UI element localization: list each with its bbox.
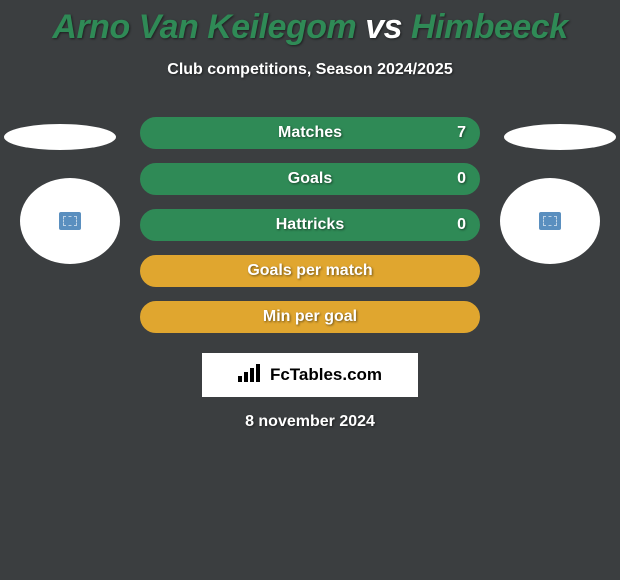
stat-mpg-label: Min per goal	[263, 308, 357, 326]
player1-badge-icon	[59, 212, 81, 230]
stat-row-hattricks: Hattricks 0	[140, 209, 480, 241]
decor-ellipse-right	[504, 124, 616, 150]
vs-text: vs	[365, 8, 402, 46]
player1-name: Arno Van Keilegom	[52, 8, 356, 46]
stat-row-gpm: Goals per match	[140, 255, 480, 287]
stat-row-goals: Goals 0	[140, 163, 480, 195]
subtitle: Club competitions, Season 2024/2025	[0, 61, 620, 79]
player1-badge	[20, 178, 120, 264]
stat-matches-label: Matches	[278, 124, 342, 142]
stat-hattricks-right: 0	[457, 216, 466, 234]
date-text: 8 november 2024	[0, 413, 620, 431]
stats-rows: Matches 7 Goals 0 Hattricks 0 Goals per …	[140, 117, 480, 333]
comparison-title: Arno Van Keilegom vs Himbeeck	[0, 0, 620, 47]
stat-row-mpg: Min per goal	[140, 301, 480, 333]
stat-gpm-label: Goals per match	[247, 262, 372, 280]
player2-name: Himbeeck	[411, 8, 568, 46]
brand-text: FcTables.com	[270, 365, 382, 385]
stat-hattricks-label: Hattricks	[276, 216, 344, 234]
stat-goals-label: Goals	[288, 170, 332, 188]
player2-badge	[500, 178, 600, 264]
player2-badge-icon	[539, 212, 561, 230]
brand-bars-icon	[238, 364, 264, 387]
stat-row-matches: Matches 7	[140, 117, 480, 149]
brand-box: FcTables.com	[202, 353, 418, 397]
stat-matches-right: 7	[457, 124, 466, 142]
decor-ellipse-left	[4, 124, 116, 150]
stat-goals-right: 0	[457, 170, 466, 188]
